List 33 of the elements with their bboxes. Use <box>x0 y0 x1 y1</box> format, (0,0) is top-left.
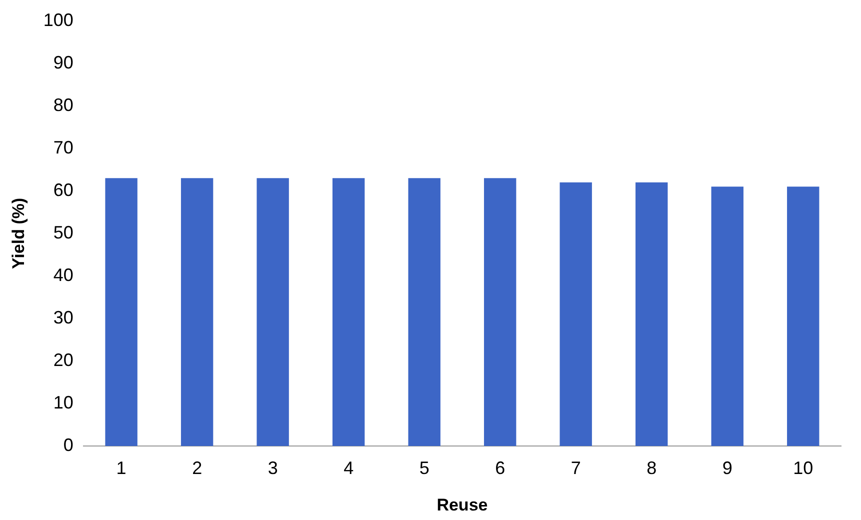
x-tick-label: 8 <box>646 458 657 478</box>
x-tick-label: 1 <box>116 458 126 478</box>
bar <box>180 178 214 446</box>
bar <box>105 178 138 446</box>
x-tick-label: 5 <box>419 458 430 478</box>
y-tick-label: 60 <box>53 180 74 200</box>
x-tick-label: 7 <box>570 458 581 478</box>
y-tick-label: 40 <box>53 264 74 285</box>
x-axis-title: Reuse <box>436 495 488 514</box>
bar <box>408 178 440 446</box>
bar <box>787 186 820 446</box>
y-tick-label: 50 <box>53 222 74 242</box>
y-tick-label: 80 <box>53 94 74 115</box>
y-tick-label: 10 <box>53 392 74 412</box>
bar <box>484 178 516 446</box>
bar <box>711 186 744 446</box>
x-tick-label: 3 <box>268 458 278 478</box>
x-tick-label: 4 <box>344 458 354 478</box>
y-tick-label: 70 <box>53 137 74 158</box>
bar <box>256 178 289 446</box>
bar <box>636 182 668 446</box>
x-tick-label: 6 <box>495 458 506 478</box>
bar <box>560 182 592 446</box>
bar <box>332 178 365 446</box>
y-tick-label: 90 <box>53 52 74 72</box>
x-tick-label: 10 <box>793 458 814 478</box>
y-tick-label: 100 <box>43 10 74 30</box>
y-tick-label: 0 <box>63 434 74 455</box>
y-tick-label: 20 <box>53 350 74 370</box>
y-axis-title: Yield (%) <box>8 198 28 269</box>
x-tick-label: 2 <box>192 458 202 478</box>
x-tick-label: 9 <box>722 458 732 478</box>
y-tick-label: 30 <box>53 307 74 328</box>
